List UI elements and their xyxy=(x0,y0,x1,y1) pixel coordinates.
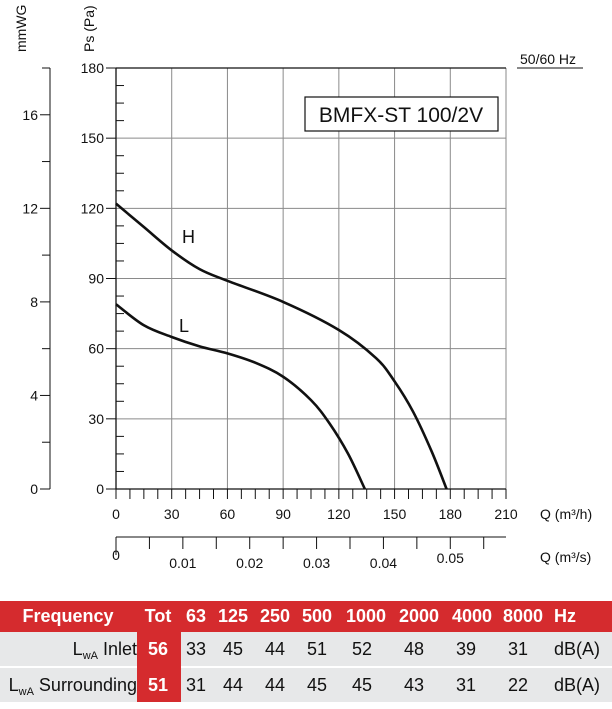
cell: 43 xyxy=(403,675,425,695)
curves xyxy=(115,202,448,490)
header-unit: Hz xyxy=(554,606,576,626)
x2-tick-label: 0.05 xyxy=(437,550,464,566)
cell: 44 xyxy=(222,675,244,695)
row-inlet: LwA Inlet 56 33 45 44 51 52 48 39 31 dB(… xyxy=(0,632,612,666)
x2-tick-label: 0.04 xyxy=(370,555,397,571)
x-axis-label: Q (m³/h) xyxy=(540,506,592,522)
cell: 31 xyxy=(185,675,207,695)
model-box xyxy=(304,96,499,132)
row-surrounding: LwA Surrounding 51 31 44 44 45 45 43 31 … xyxy=(0,668,612,702)
header-band: 500 xyxy=(301,606,333,626)
cell: 44 xyxy=(264,675,286,695)
cell: 44 xyxy=(264,639,286,659)
tot-value: 51 xyxy=(147,675,169,695)
header-band: 1000 xyxy=(345,606,387,626)
y-axis-label-pa: Ps (Pa) xyxy=(81,5,97,52)
y-tick-label: 0 xyxy=(96,481,104,497)
x-tick-label: 150 xyxy=(383,506,407,522)
cell: 52 xyxy=(351,639,373,659)
cell: 45 xyxy=(351,675,373,695)
table-row xyxy=(0,668,612,702)
cell: 45 xyxy=(222,639,244,659)
y2-tick-label: 8 xyxy=(30,294,38,310)
x-tick-label: 60 xyxy=(220,506,236,522)
sound-power-table: Frequency Tot 63 125 250 500 1000 2000 4… xyxy=(0,601,612,702)
curve-h xyxy=(115,202,448,490)
unit: dB(A) xyxy=(553,639,601,659)
row-label: LwA Surrounding xyxy=(8,675,137,698)
tot-column xyxy=(137,632,181,702)
header-band: 125 xyxy=(217,606,249,626)
y-axis-label-mmwg: mmWG xyxy=(13,5,29,52)
y-tick-label: 150 xyxy=(81,130,105,146)
x2-axis-label: Q (m³/s) xyxy=(540,549,591,565)
x-tick-label: 30 xyxy=(164,506,180,522)
y2-tick-label: 12 xyxy=(22,200,38,216)
cell: 22 xyxy=(507,675,529,695)
table-header: Frequency Tot 63 125 250 500 1000 2000 4… xyxy=(0,601,612,632)
y2-tick-label: 0 xyxy=(30,481,38,497)
y-tick-label: 60 xyxy=(88,341,104,357)
y-tick-label: 30 xyxy=(88,411,104,427)
header-frequency: Frequency xyxy=(22,606,114,626)
series-label-h: H xyxy=(182,227,195,247)
y-tick-label: 90 xyxy=(88,271,104,287)
x2-tick-label: 0.01 xyxy=(169,555,196,571)
curve-l xyxy=(115,303,367,490)
x-tick-label: 0 xyxy=(112,506,120,522)
x2-tick-label: 0.03 xyxy=(303,555,330,571)
row-label: LwA Inlet xyxy=(72,639,137,662)
x-tick-label: 120 xyxy=(327,506,351,522)
y-tick-label: 180 xyxy=(81,60,105,76)
cell: 31 xyxy=(507,639,529,659)
x-tick-label: 210 xyxy=(494,506,518,522)
unit: dB(A) xyxy=(553,675,601,695)
header-tot: Tot xyxy=(144,606,172,626)
cell: 39 xyxy=(455,639,477,659)
x-tick-label: 180 xyxy=(439,506,463,522)
cell: 48 xyxy=(403,639,425,659)
supply-label: 50/60 Hz xyxy=(520,51,576,67)
series-label-l: L xyxy=(179,316,189,336)
cell: 31 xyxy=(455,675,477,695)
header-band: 63 xyxy=(185,606,207,626)
y2-tick-label: 16 xyxy=(22,107,38,123)
grid xyxy=(115,67,507,490)
header-band: 4000 xyxy=(451,606,493,626)
cell: 45 xyxy=(306,675,328,695)
cell: 33 xyxy=(185,639,207,659)
x-tick-label: 90 xyxy=(275,506,291,522)
cell: 51 xyxy=(306,639,328,659)
header-band: 8000 xyxy=(502,606,544,626)
header-band: 250 xyxy=(259,606,291,626)
x2-tick-label: 0.02 xyxy=(236,555,263,571)
y-tick-label: 120 xyxy=(81,200,105,216)
header-band: 2000 xyxy=(398,606,440,626)
tot-value: 56 xyxy=(147,639,169,659)
chart-title: BMFX-ST 100/2V xyxy=(319,104,483,127)
y2-tick-label: 4 xyxy=(30,387,38,403)
x2-tick-label: 0 xyxy=(112,547,120,563)
table-row xyxy=(0,632,612,666)
